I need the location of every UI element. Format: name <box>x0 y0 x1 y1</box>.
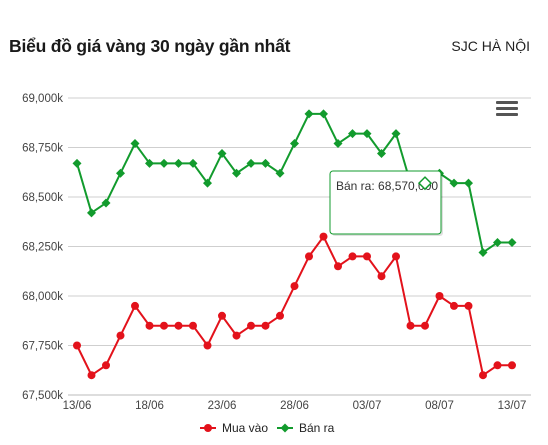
legend-buy-label[interactable]: Mua vào <box>222 421 268 435</box>
tooltip-hover-point <box>417 176 433 191</box>
x-tick-label: 08/07 <box>425 400 454 412</box>
hamburger-menu-icon[interactable] <box>496 101 518 121</box>
buy-point[interactable] <box>290 282 299 291</box>
sell-point[interactable] <box>261 158 270 168</box>
sell-point[interactable] <box>493 238 502 248</box>
buy-point[interactable] <box>131 301 139 310</box>
buy-point[interactable] <box>421 321 429 330</box>
y-tick-label: 69,000k <box>22 93 63 105</box>
y-tick-label: 67,750k <box>22 341 63 353</box>
sell-point[interactable] <box>362 129 372 139</box>
sell-point[interactable] <box>507 238 517 248</box>
buy-point[interactable] <box>305 252 313 261</box>
buy-point[interactable] <box>493 361 502 370</box>
sell-point[interactable] <box>449 178 459 188</box>
sell-point[interactable] <box>101 198 111 208</box>
buy-point[interactable] <box>73 341 81 350</box>
buy-point[interactable] <box>218 311 226 320</box>
sell-point[interactable] <box>377 148 386 158</box>
sell-point[interactable] <box>174 158 183 168</box>
sell-point[interactable] <box>159 158 169 168</box>
buy-series-line <box>76 235 512 377</box>
buy-point[interactable] <box>334 262 342 271</box>
buy-point[interactable] <box>174 321 183 330</box>
sell-point[interactable] <box>246 158 256 168</box>
y-tick-label: 68,000k <box>22 291 63 303</box>
y-tick-label: 67,500k <box>22 390 63 402</box>
buy-point[interactable] <box>247 321 255 330</box>
buy-point[interactable] <box>261 321 270 330</box>
buy-point[interactable] <box>508 361 516 370</box>
sell-point[interactable] <box>290 139 299 149</box>
tooltip-box <box>329 170 442 235</box>
buy-point[interactable] <box>145 321 154 330</box>
buy-point[interactable] <box>464 301 473 310</box>
legend-buy-marker <box>204 424 212 432</box>
sell-point[interactable] <box>464 178 473 188</box>
sell-point[interactable] <box>217 148 227 158</box>
buy-point[interactable] <box>116 331 125 340</box>
buy-point[interactable] <box>319 232 328 241</box>
sell-point[interactable] <box>188 158 198 168</box>
y-tick-label: 68,500k <box>22 192 63 204</box>
sell-point[interactable] <box>87 208 96 218</box>
menu-line <box>496 101 518 104</box>
buy-point[interactable] <box>203 341 212 350</box>
buy-point[interactable] <box>189 321 197 330</box>
menu-line <box>496 113 518 116</box>
location-label: SJC HÀ NỘI <box>451 38 530 54</box>
x-tick-label: 13/07 <box>498 400 527 412</box>
buy-point[interactable] <box>450 301 458 310</box>
buy-point[interactable] <box>377 272 386 281</box>
buy-point[interactable] <box>363 252 371 261</box>
sell-point[interactable] <box>319 109 328 119</box>
legend-sell-marker <box>280 423 290 433</box>
buy-point[interactable] <box>406 321 415 330</box>
sell-point[interactable] <box>333 139 343 149</box>
sell-point[interactable] <box>130 139 140 149</box>
menu-line <box>496 107 518 110</box>
x-tick-label: 23/06 <box>208 400 237 412</box>
legend-sell-label[interactable]: Bán ra <box>299 421 335 435</box>
page-title: Biểu đồ giá vàng 30 ngày gần nhất <box>9 36 291 56</box>
sell-series-line <box>76 112 512 254</box>
sell-point[interactable] <box>348 129 357 139</box>
y-tick-label: 68,250k <box>22 242 63 254</box>
buy-point[interactable] <box>392 252 400 261</box>
sell-point[interactable] <box>232 168 241 178</box>
sell-point[interactable] <box>116 168 125 178</box>
buy-point[interactable] <box>276 311 284 320</box>
sell-point[interactable] <box>145 158 154 168</box>
sell-point[interactable] <box>304 109 314 119</box>
buy-point[interactable] <box>479 371 487 380</box>
sell-point[interactable] <box>275 168 285 178</box>
y-tick-label: 68,750k <box>22 143 63 155</box>
sell-point[interactable] <box>478 247 488 257</box>
sell-point[interactable] <box>203 178 212 188</box>
buy-point[interactable] <box>348 252 357 261</box>
buy-point[interactable] <box>435 292 444 300</box>
sell-point[interactable] <box>391 129 401 139</box>
tooltip-label: Bán ra: 68,570,000 <box>336 179 438 193</box>
x-tick-label: 13/06 <box>63 400 92 412</box>
x-tick-label: 03/07 <box>353 400 382 412</box>
buy-point[interactable] <box>232 331 241 340</box>
sell-point[interactable] <box>72 158 82 168</box>
buy-point[interactable] <box>102 361 110 370</box>
buy-point[interactable] <box>160 321 168 330</box>
x-tick-label: 28/06 <box>280 400 309 412</box>
x-tick-label: 18/06 <box>135 400 164 412</box>
buy-point[interactable] <box>87 371 96 380</box>
